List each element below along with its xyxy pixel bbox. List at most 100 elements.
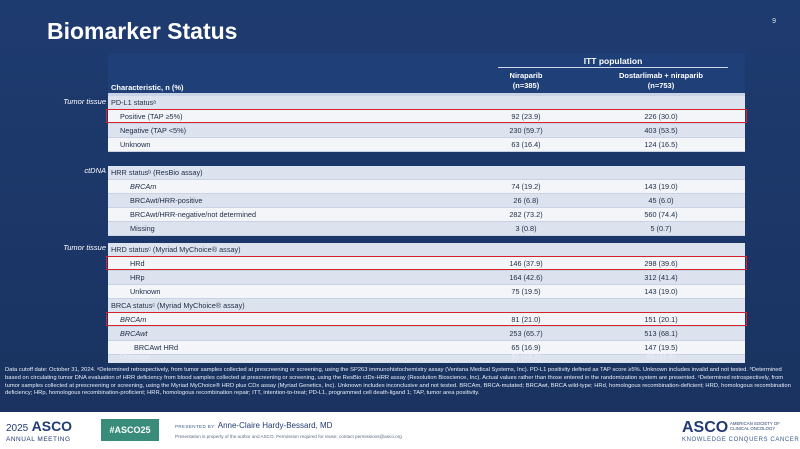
combo-value: 403 (53.5) <box>644 126 678 135</box>
row-label: HRd <box>130 259 145 268</box>
col2-name: Dostarlimab + niraparib <box>619 71 703 80</box>
highlight-box-pdl1-positive <box>106 109 747 123</box>
table-row: BRCAm 74 (19.2) 143 (19.0) <box>108 180 745 193</box>
row-label: PD-L1 statusᵃ <box>111 98 156 107</box>
table-row: HRd 146 (37.9) 298 (39.6) <box>108 257 745 270</box>
table-row: HRR statusᵇ (ResBio assay) <box>108 166 745 179</box>
table-row: Unknown 75 (19.5) 143 (19.0) <box>108 285 745 298</box>
combo-value: 45 (6.0) <box>648 196 674 205</box>
table-row: Negative (TAP <5%) 230 (59.7) 403 (53.5) <box>108 124 745 137</box>
side-label-ctdna: ctDNA <box>84 166 106 175</box>
combo-value: 298 (39.6) <box>644 259 678 268</box>
niraparib-value: 51 (13.2) <box>511 352 541 361</box>
niraparib-value: 253 (65.7) <box>509 329 543 338</box>
niraparib-value: 63 (16.4) <box>511 140 541 149</box>
combo-value: 312 (41.4) <box>644 273 678 282</box>
row-label: Positive (TAP ≥5%) <box>120 112 183 121</box>
itt-population-header: ITT population <box>583 56 643 66</box>
combo-value: 143 (19.0) <box>644 287 678 296</box>
section-gap <box>108 236 745 243</box>
combo-value: 147 (19.5) <box>644 343 678 352</box>
combo-value: 151 (20.1) <box>644 315 678 324</box>
row-label: HRR statusᵇ (ResBio assay) <box>111 168 203 177</box>
row-label: Unknown <box>120 140 151 149</box>
niraparib-value: 74 (19.2) <box>511 182 541 191</box>
table-row: BRCA statusᶜ (Myriad MyChoice® assay) <box>108 299 745 312</box>
niraparib-value: 81 (21.0) <box>511 315 541 324</box>
section-gap <box>108 152 745 166</box>
page-number: 9 <box>772 18 776 25</box>
highlight-box-brcam <box>106 312 747 326</box>
meeting-org: ASCO <box>31 418 73 434</box>
row-label: Negative (TAP <5%) <box>120 126 187 135</box>
niraparib-value: 282 (73.2) <box>509 210 543 219</box>
property-note: Presentation is property of the author a… <box>175 434 402 439</box>
dostarlimab-column-header: Dostarlimab + niraparib (n=753) <box>586 71 736 91</box>
meeting-year: 2025 <box>6 423 29 434</box>
asco-name-line1: AMERICAN SOCIETY OF <box>730 421 780 426</box>
combo-value: 513 (68.1) <box>644 329 678 338</box>
combo-value: 5 (0.7) <box>650 224 672 233</box>
table-row: Missing 3 (0.8) 5 (0.7) <box>108 222 745 235</box>
combo-value: 124 (16.5) <box>644 140 678 149</box>
table-row: HRD statusᶜ (Myriad MyChoice® assay) <box>108 243 745 256</box>
meeting-logo: 2025 ASCO <box>6 418 72 434</box>
niraparib-value: 26 (6.8) <box>513 196 539 205</box>
col2-n: (n=753) <box>647 81 675 90</box>
table-row: BRCAwt/HRR-negative/not determined 282 (… <box>108 208 745 221</box>
niraparib-column-header: Niraparib (n=385) <box>486 71 566 91</box>
combo-value: 143 (19.0) <box>644 182 678 191</box>
side-label-tumor-tissue: Tumor tissue <box>63 97 106 106</box>
side-label-tumor-tissue-2: Tumor tissue <box>63 243 106 252</box>
slide-title: Biomarker Status <box>47 18 238 44</box>
table-row: Unknown 63 (16.4) 124 (16.5) <box>108 138 745 151</box>
row-label: BRCA statusᶜ (Myriad MyChoice® assay) <box>111 301 245 310</box>
asco-tagline: KNOWLEDGE CONQUERS CANCER <box>682 437 800 443</box>
combo-value: 560 (74.4) <box>644 210 678 219</box>
row-label: BRCAwt HRd <box>134 343 179 352</box>
presenter-line: PRESENTED BY: Anne-Claire Hardy-Bessard,… <box>175 421 332 430</box>
row-label: BRCAwt <box>120 329 148 338</box>
biomarker-table: ITT population Niraparib (n=385) Dostarl… <box>106 53 747 363</box>
footer-bar: 2025 ASCO ANNUAL MEETING #ASCO25 PRESENT… <box>0 412 800 449</box>
table-row <box>108 355 745 363</box>
col1-n: (n=385) <box>512 81 540 90</box>
niraparib-value: 3 (0.8) <box>515 224 537 233</box>
table-row: BRCAwt/HRR-positive 26 (6.8) 45 (6.0) <box>108 194 745 207</box>
hashtag-badge: #ASCO25 <box>101 419 159 441</box>
asco-name-line2: CLINICAL ONCOLOGY <box>730 426 776 431</box>
header-divider <box>498 67 728 68</box>
table-row: BRCAwt 253 (65.7) 513 (68.1) <box>108 327 745 340</box>
highlight-box-hrd <box>106 256 747 270</box>
row-label: Unknown <box>130 287 161 296</box>
meeting-subtitle: ANNUAL MEETING <box>6 436 71 443</box>
row-label: BRCAwt/HRR-positive <box>130 196 203 205</box>
table-row: Unknown 51 (13.2) 89 (11.8) <box>108 350 745 363</box>
table-row: BRCAm 81 (21.0) 151 (20.1) <box>108 313 745 326</box>
niraparib-value: 230 (59.7) <box>509 126 543 135</box>
niraparib-value: 65 (16.9) <box>511 343 541 352</box>
row-label: HRD statusᶜ (Myriad MyChoice® assay) <box>111 245 241 254</box>
niraparib-value: 164 (42.6) <box>509 273 543 282</box>
row-label: HRp <box>130 273 145 282</box>
row-label: BRCAm <box>130 182 157 191</box>
niraparib-value: 75 (19.5) <box>511 287 541 296</box>
col1-name: Niraparib <box>509 71 543 80</box>
table-row: Positive (TAP ≥5%) 92 (23.9) 226 (30.0) <box>108 110 745 123</box>
row-label: Unknown <box>120 352 151 361</box>
asco-full-name: AMERICAN SOCIETY OF CLINICAL ONCOLOGY <box>730 421 780 431</box>
table-row: PD-L1 statusᵃ <box>108 96 745 109</box>
table-header: ITT population Niraparib (n=385) Dostarl… <box>108 53 745 93</box>
table-row: HRp 164 (42.6) 312 (41.4) <box>108 271 745 284</box>
combo-value: 89 (11.8) <box>646 352 676 361</box>
niraparib-value: 146 (37.9) <box>509 259 543 268</box>
row-label: BRCAm <box>120 315 147 324</box>
presenter-name: Anne-Claire Hardy-Bessard, MD <box>217 421 333 430</box>
footnote: Data cutoff date: October 31, 2024. ᵃDet… <box>5 367 791 397</box>
presented-by-label: PRESENTED BY: <box>175 424 216 429</box>
characteristic-header: Characteristic, n (%) <box>111 83 184 92</box>
combo-value: 226 (30.0) <box>644 112 678 121</box>
row-label: BRCAwt/HRR-negative/not determined <box>130 210 256 219</box>
niraparib-value: 92 (23.9) <box>511 112 541 121</box>
